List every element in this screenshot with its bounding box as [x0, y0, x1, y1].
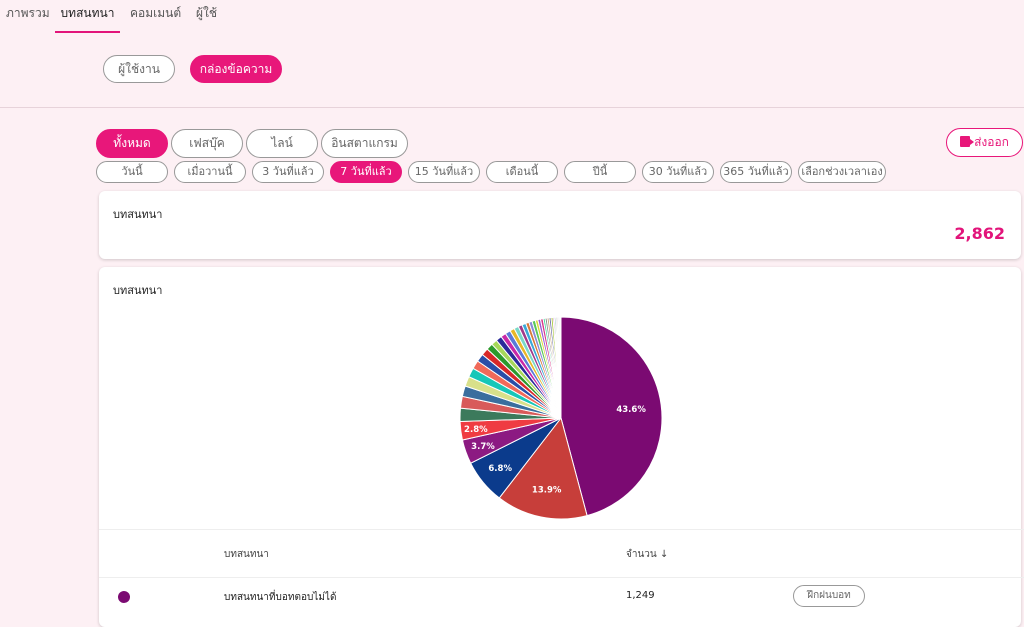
range-7-days[interactable]: 7 วันที่แล้ว — [330, 161, 402, 183]
table-header: บทสนทนา จำนวน ↓ — [99, 529, 1024, 578]
export-button[interactable]: ส่งออก — [946, 128, 1023, 157]
column-count[interactable]: จำนวน ↓ — [626, 547, 668, 562]
summary-title: บทสนทนา — [113, 208, 163, 221]
train-bot-button[interactable]: ฝึกฝนบอท — [793, 585, 865, 607]
pie-slice[interactable] — [498, 416, 588, 520]
range-365-days[interactable]: 365 วันที่แล้ว — [720, 161, 792, 183]
channel-all-tab[interactable]: ทั้งหมด — [96, 129, 168, 158]
range-custom[interactable]: เลือกช่วงเวลาเอง — [798, 161, 886, 183]
mode-user-button[interactable]: ผู้ใช้งาน — [103, 55, 175, 83]
range-30-days[interactable]: 30 วันที่แล้ว — [642, 161, 714, 183]
channel-facebook-tab[interactable]: เฟสบุ๊ค — [171, 129, 243, 158]
range-today[interactable]: วันนี้ — [96, 161, 168, 183]
row-color-dot — [118, 591, 130, 603]
row-count: 1,249 — [626, 590, 655, 601]
total-count: 2,862 — [954, 224, 1005, 243]
range-this-year[interactable]: ปีนี้ — [564, 161, 636, 183]
nav-conversations[interactable]: บทสนทนา — [55, 4, 120, 33]
mode-inbox-button[interactable]: กล่องข้อความ — [190, 55, 282, 83]
chart-title: บทสนทนา — [113, 284, 163, 297]
pie-slice[interactable] — [560, 316, 663, 517]
pie-slice-label: 6.8% — [488, 464, 512, 474]
summary-card: บทสนทนา 2,862 — [99, 191, 1021, 259]
section-divider — [0, 107, 1024, 108]
nav-users[interactable]: ผู้ใช้ — [196, 6, 218, 20]
column-conversation: บทสนทนา — [224, 549, 269, 560]
nav-overview[interactable]: ภาพรวม — [6, 6, 50, 20]
pie-slice[interactable] — [559, 316, 562, 419]
pie-chart: 43.6% 13.9% 6.8% 3.7% 2.8% — [459, 316, 663, 520]
range-this-month[interactable]: เดือนนี้ — [486, 161, 558, 183]
export-label: ส่งออก — [974, 135, 1009, 149]
pie-slice-label: 43.6% — [616, 405, 646, 415]
nav-comments[interactable]: คอมเมนต์ — [130, 6, 182, 20]
pie-slice-label: 2.8% — [464, 425, 488, 435]
top-nav: ภาพรวม บทสนทนา คอมเมนต์ ผู้ใช้ — [0, 0, 1024, 33]
channel-line-tab[interactable]: ไลน์ — [246, 129, 318, 158]
channel-instagram-tab[interactable]: อินสตาแกรม — [321, 129, 408, 158]
chart-card: บทสนทนา 43.6% 13.9% 6.8% 3.7% 2.8% บทสนทนา จ… — [99, 267, 1024, 627]
table-row: บทสนทนาที่บอทตอบไม่ได้ 1,249 ฝึกฝนบอท — [99, 577, 1024, 607]
pie-slice-label: 13.9% — [532, 485, 562, 495]
range-15-days[interactable]: 15 วันที่แล้ว — [408, 161, 480, 183]
pie-slice-label: 3.7% — [471, 442, 495, 452]
row-name: บทสนทนาที่บอทตอบไม่ได้ — [224, 592, 337, 603]
sort-arrow-icon: ↓ — [656, 549, 669, 560]
export-icon — [960, 136, 975, 147]
range-3-days[interactable]: 3 วันที่แล้ว — [252, 161, 324, 183]
column-count-label: จำนวน — [626, 549, 657, 560]
range-yesterday[interactable]: เมื่อวานนี้ — [174, 161, 246, 183]
